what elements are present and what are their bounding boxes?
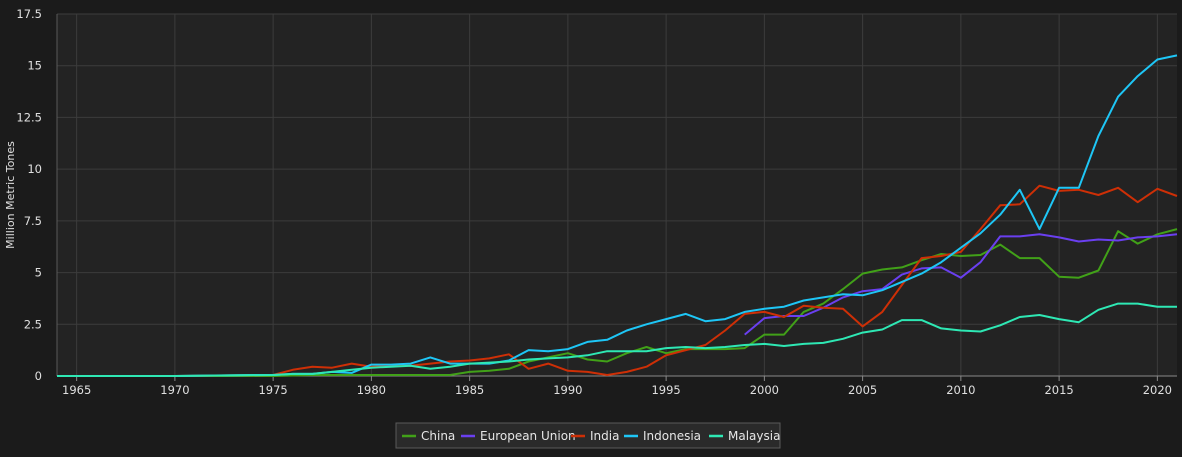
x-tick-label: 2020 bbox=[1143, 383, 1172, 397]
grid bbox=[57, 13, 1177, 376]
series-line-china[interactable] bbox=[57, 228, 1178, 377]
series-line-european-union[interactable] bbox=[744, 233, 1178, 336]
x-tick-label: 1995 bbox=[651, 383, 680, 397]
x-tick-label: 2015 bbox=[1044, 383, 1073, 397]
x-tick-label: 1970 bbox=[160, 383, 189, 397]
y-tick-label: 0 bbox=[35, 369, 42, 383]
x-tick-label: 2005 bbox=[848, 383, 877, 397]
legend-label: Malaysia bbox=[728, 429, 780, 443]
x-tick-label: 1985 bbox=[455, 383, 484, 397]
y-tick-label: 7.5 bbox=[24, 214, 42, 228]
legend-item-china[interactable]: China bbox=[402, 429, 455, 443]
legend: China European Union India Indonesia Malaysi… bbox=[395, 422, 781, 449]
legend-item-india[interactable]: India bbox=[571, 429, 619, 443]
x-tick-label: 1965 bbox=[62, 383, 91, 397]
y-axis-label: Million Metric Tones bbox=[4, 141, 17, 249]
x-tick-label: 1980 bbox=[357, 383, 386, 397]
series-line-indonesia[interactable] bbox=[57, 54, 1178, 377]
legend-label: European Union bbox=[480, 429, 576, 443]
y-tick-label: 17.5 bbox=[16, 7, 42, 21]
x-tick-label: 2010 bbox=[946, 383, 975, 397]
series-lines bbox=[57, 54, 1178, 377]
series-line-malaysia[interactable] bbox=[57, 302, 1177, 377]
x-tick-label: 2000 bbox=[750, 383, 779, 397]
legend-label: Indonesia bbox=[643, 429, 701, 443]
y-tick-label: 5 bbox=[35, 266, 42, 280]
x-tick-label: 1990 bbox=[553, 383, 582, 397]
legend-label: India bbox=[590, 429, 619, 443]
y-tick-label: 10 bbox=[27, 162, 42, 176]
x-tick-label: 1975 bbox=[258, 383, 287, 397]
axes: 0 2.5 5 7.5 10 12.5 15 17.5 1965 1970 1975 1980 1985… bbox=[16, 7, 1177, 397]
legend-item-malaysia[interactable]: Malaysia bbox=[709, 429, 780, 443]
plot-area bbox=[57, 14, 1177, 376]
legend-label: China bbox=[421, 429, 455, 443]
legend-item-european-union[interactable]: European Union bbox=[461, 429, 576, 443]
y-tick-label: 12.5 bbox=[16, 110, 42, 124]
legend-item-indonesia[interactable]: Indonesia bbox=[624, 429, 701, 443]
y-tick-label: 15 bbox=[27, 59, 42, 73]
y-tick-label: 2.5 bbox=[24, 317, 42, 331]
